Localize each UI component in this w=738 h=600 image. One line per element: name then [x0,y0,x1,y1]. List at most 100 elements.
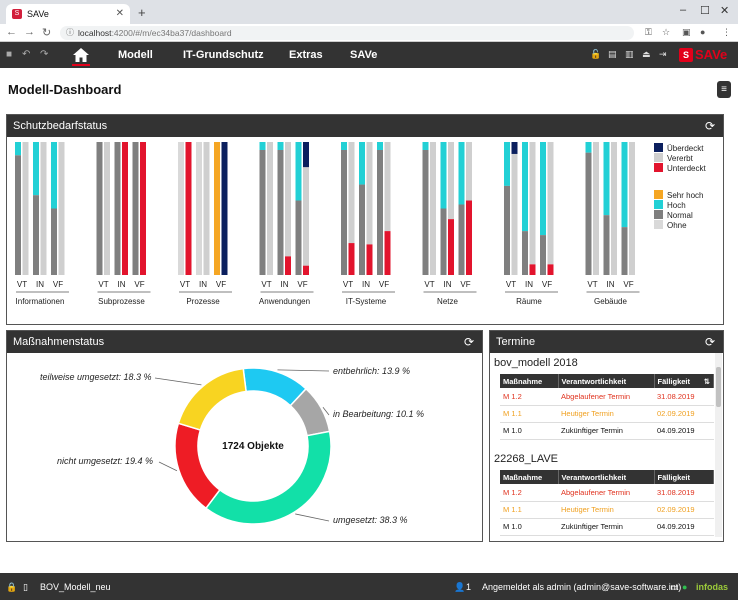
undo-icon[interactable]: ↶ [22,49,31,60]
bar-IT-Systeme-IN-status-unterdeckt[interactable] [366,244,373,275]
bar-Netze-IN-status-unterdeckt[interactable] [448,219,454,275]
bar-IT-Systeme-VT-status-vererbt[interactable] [348,142,355,244]
reload-icon[interactable]: ↻ [42,27,52,39]
bar-Netze-VT-level-normal[interactable] [422,149,429,275]
nav-modell[interactable]: Modell [118,49,153,61]
bar-Netze-VT-status-vererbt[interactable] [430,142,436,275]
maximize-icon[interactable]: ☐ [700,5,710,17]
redo-icon[interactable]: ↷ [40,49,49,60]
bar-Räume-VT-status-ueberdeckt[interactable] [511,142,518,154]
bar-Räume-IN-level-hoch[interactable] [522,142,528,232]
hamburger-menu-icon[interactable]: ≡ [717,81,731,98]
bar-Anwendungen-VF-status-unterdeckt[interactable] [303,265,309,275]
col-verantwortlichkeit[interactable]: Verantwortlichkeit [558,374,655,388]
bar-Subprozesse-IN-level-normal[interactable] [114,142,121,275]
col-massnahme[interactable]: Maßnahme [500,374,559,388]
bar-Subprozesse-VF-status-unterdeckt[interactable] [140,142,146,275]
col-faelligkeit[interactable]: Fälligkeit [654,470,714,484]
bar-Anwendungen-VT-status-vererbt[interactable] [267,142,273,275]
donut-slice-3[interactable] [174,422,221,510]
bar-IT-Systeme-VF-status-vererbt[interactable] [384,142,391,232]
save-disk-icon[interactable]: ■ [6,49,13,60]
bar-Anwendungen-VF-status-vererbt[interactable] [303,167,309,266]
home-icon[interactable] [72,46,90,64]
nav-it-grundschutz[interactable]: IT-Grundschutz [183,49,264,61]
bar-Subprozesse-IN-status-unterdeckt[interactable] [122,142,128,275]
refresh-icon[interactable]: ⟳ [463,335,474,349]
bar-Prozesse-IN-status-vererbt[interactable] [203,142,210,275]
bar-Anwendungen-IN-status-unterdeckt[interactable] [285,256,291,275]
sort-icon[interactable]: ⇅ [703,376,710,386]
bar-Subprozesse-VF-level-normal[interactable] [132,142,139,275]
bar-Prozesse-VT-status-unterdeckt[interactable] [185,142,192,275]
bar-Netze-IN-level-normal[interactable] [440,208,447,276]
url-field[interactable]: ⓘ localhost:4200/#/m/ec34ba37/dashboard [60,26,634,40]
bar-Räume-IN-level-normal[interactable] [522,231,528,275]
bar-IT-Systeme-VF-status-unterdeckt[interactable] [384,231,391,275]
refresh-icon[interactable]: ⟳ [704,335,715,349]
back-icon[interactable]: ← [6,26,17,38]
bar-Räume-VF-status-unterdeckt[interactable] [547,264,554,275]
bar-Anwendungen-IN-status-vererbt[interactable] [285,142,291,257]
bar-Gebäude-VT-level-normal[interactable] [585,152,592,275]
bar-Netze-VF-status-unterdeckt[interactable] [466,200,472,275]
bar-Räume-VF-status-vererbt[interactable] [547,142,554,265]
bar-Anwendungen-VT-level-hoch[interactable] [259,142,266,150]
bar-Anwendungen-IN-level-hoch[interactable] [277,142,284,150]
window-close-icon[interactable]: ✕ [720,5,730,17]
bar-Räume-VT-level-normal[interactable] [504,185,510,275]
bar-IT-Systeme-VT-level-normal[interactable] [341,149,347,275]
bar-Gebäude-VT-status-vererbt[interactable] [593,142,599,275]
lock-open-icon[interactable]: 🔓 [590,49,602,59]
scrollbar-thumb[interactable] [716,367,721,407]
browser-menu-icon[interactable]: ⋮ [722,27,731,37]
table-row[interactable]: M 1.1 Heutiger Termin 02.09.2019 [500,405,714,423]
bar-Subprozesse-VT-level-normal[interactable] [96,142,103,275]
col-massnahme[interactable]: Maßnahme [500,470,559,484]
bar-Gebäude-VT-level-hoch[interactable] [585,142,592,153]
nav-extras[interactable]: Extras [289,49,323,61]
bar-Räume-VF-level-hoch[interactable] [540,142,546,236]
donut-slice-4[interactable] [177,367,247,431]
bar-IT-Systeme-IN-level-normal[interactable] [359,184,365,275]
bar-Gebäude-IN-level-normal[interactable] [603,215,610,275]
col-verantwortlichkeit[interactable]: Verantwortlichkeit [558,470,655,484]
bar-Gebäude-VF-status-vererbt[interactable] [629,142,635,275]
bar-Informationen-VF-level-hoch[interactable] [51,142,57,209]
bar-Prozesse-VT-level-ohne[interactable] [178,142,184,275]
bar-IT-Systeme-VT-status-unterdeckt[interactable] [348,243,355,275]
termine-scrollbar[interactable] [715,353,722,537]
bar-Räume-VF-level-normal[interactable] [540,235,546,275]
eject-icon[interactable]: ⏏ [642,49,651,59]
bar-Netze-VT-level-hoch[interactable] [422,142,429,150]
refresh-icon[interactable]: ⟳ [704,119,715,133]
bar-Anwendungen-VF-status-ueberdeckt[interactable] [303,142,309,168]
bar-Gebäude-IN-level-hoch[interactable] [603,142,610,216]
bar-Netze-IN-status-vererbt[interactable] [448,142,454,220]
bar-Informationen-IN-level-normal[interactable] [33,195,39,275]
table-row[interactable]: M 1.0 Zukünftiger Termin 04.09.2019 [500,422,714,440]
bar-Netze-VF-status-vererbt[interactable] [466,142,472,201]
table-row[interactable]: M 1.2 Abgelaufener Termin 31.08.2019 [500,484,714,502]
bar-IT-Systeme-IN-status-vererbt[interactable] [366,142,373,245]
table-row[interactable]: M 1.0 Zukünftiger Termin 04.09.2019 [500,518,714,536]
bar-Informationen-VT-level-normal[interactable] [15,155,21,275]
bar-Gebäude-IN-status-vererbt[interactable] [611,142,617,275]
bar-Informationen-IN-status-vererbt[interactable] [40,142,47,275]
bar-Anwendungen-VT-level-normal[interactable] [259,149,266,275]
bar-Gebäude-VF-level-hoch[interactable] [621,142,628,228]
bar-Räume-VT-status-vererbt[interactable] [511,153,518,275]
nav-save[interactable]: SAVe [350,49,378,61]
table-row[interactable]: M 1.2 Abgelaufener Termin 31.08.2019 [500,388,714,406]
bar-Prozesse-VF-status-ueberdeckt[interactable] [221,142,228,275]
bar-Informationen-VT-level-hoch[interactable] [15,142,21,156]
star-icon[interactable]: ☆ [662,27,671,37]
bar-Informationen-IN-level-hoch[interactable] [33,142,39,196]
browser-tab[interactable]: S SAVe ✕ [6,4,130,24]
close-tab-icon[interactable]: ✕ [115,8,124,19]
bar-Prozesse-VF-level-sehr_hoch[interactable] [214,142,220,275]
bar-Subprozesse-VT-status-vererbt[interactable] [104,142,110,275]
bar-Netze-IN-level-hoch[interactable] [440,142,447,209]
document-icon[interactable]: ▤ [608,49,617,59]
bar-Informationen-VT-status-vererbt[interactable] [22,142,29,275]
